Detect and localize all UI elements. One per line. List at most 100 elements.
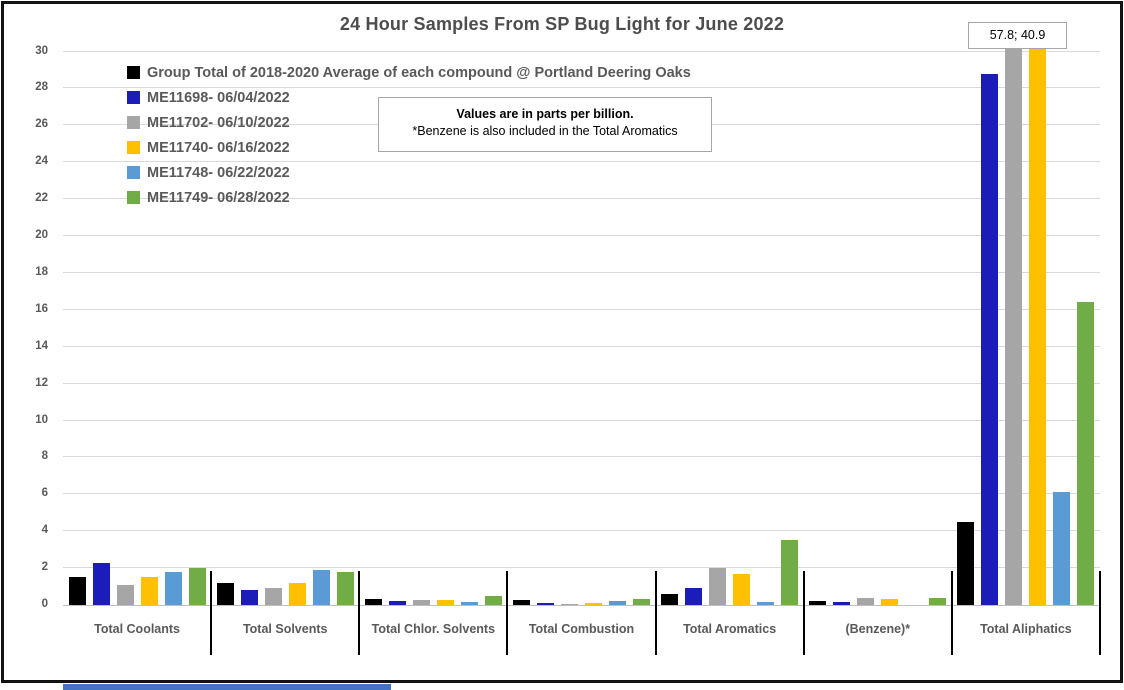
bar[interactable] bbox=[661, 594, 679, 605]
bar[interactable] bbox=[709, 568, 727, 605]
bar[interactable] bbox=[240, 590, 258, 605]
bar[interactable] bbox=[140, 577, 158, 605]
bar[interactable] bbox=[436, 600, 454, 605]
legend-label: ME11749- 06/28/2022 bbox=[147, 189, 290, 206]
legend-swatch-icon bbox=[127, 91, 140, 104]
gridline-18 bbox=[63, 271, 1100, 273]
legend-label: ME11702- 06/10/2022 bbox=[147, 114, 290, 131]
bar[interactable] bbox=[264, 588, 282, 605]
bar-group-5 bbox=[804, 44, 952, 605]
legend-item-2[interactable]: ME11702- 06/10/2022 bbox=[127, 110, 691, 135]
bar[interactable] bbox=[1029, 47, 1047, 605]
bar[interactable] bbox=[733, 574, 751, 605]
gridline-10 bbox=[63, 419, 1100, 421]
bar[interactable] bbox=[929, 598, 947, 605]
y-tick-label: 20 bbox=[35, 229, 48, 241]
bar[interactable] bbox=[781, 540, 799, 605]
bar[interactable] bbox=[512, 600, 530, 605]
gridline-22 bbox=[63, 198, 1100, 200]
bar[interactable] bbox=[460, 602, 478, 605]
y-tick-label: 16 bbox=[35, 302, 48, 315]
bottom-strip bbox=[63, 684, 391, 690]
bar[interactable] bbox=[484, 596, 502, 605]
gridline-6 bbox=[63, 493, 1100, 495]
x-axis-label-2: Total Chlor. Solvents bbox=[371, 622, 496, 636]
bar[interactable] bbox=[608, 601, 626, 605]
x-axis-label-0: Total Coolants bbox=[94, 622, 181, 636]
bar[interactable] bbox=[116, 585, 134, 605]
bar[interactable] bbox=[92, 563, 110, 605]
legend-item-5[interactable]: ME11749- 06/28/2022 bbox=[127, 185, 691, 210]
y-tick-label: 30 bbox=[35, 44, 48, 57]
category-separator bbox=[210, 571, 213, 655]
bar[interactable] bbox=[336, 572, 354, 605]
category-separator bbox=[1099, 571, 1101, 655]
bar[interactable] bbox=[857, 598, 875, 605]
bar[interactable] bbox=[216, 583, 234, 605]
y-tick-label: 4 bbox=[41, 524, 48, 537]
bar[interactable] bbox=[833, 602, 851, 605]
bar[interactable] bbox=[388, 601, 406, 605]
legend-label: ME11748- 06/22/2022 bbox=[147, 164, 290, 181]
bar[interactable] bbox=[1053, 492, 1071, 605]
category-separator bbox=[654, 571, 657, 655]
legend-label: ME11698- 06/04/2022 bbox=[147, 89, 290, 106]
legend-item-4[interactable]: ME11748- 06/22/2022 bbox=[127, 160, 691, 185]
chart-title: 24 Hour Samples From SP Bug Light for Ju… bbox=[339, 14, 785, 34]
gridline-4 bbox=[63, 530, 1100, 532]
legend-item-3[interactable]: ME11740- 06/16/2022 bbox=[127, 135, 691, 160]
gridline-12 bbox=[63, 382, 1100, 384]
legend: Group Total of 2018-2020 Average of each… bbox=[127, 60, 691, 210]
y-tick-label: 26 bbox=[35, 118, 48, 131]
gridline-20 bbox=[63, 235, 1100, 236]
bar[interactable] bbox=[632, 599, 650, 605]
bar[interactable] bbox=[312, 570, 330, 605]
gridline-28 bbox=[63, 87, 1100, 89]
bar[interactable] bbox=[560, 604, 578, 605]
bar[interactable] bbox=[412, 600, 430, 605]
x-axis-label-3: Total Combustion bbox=[528, 622, 635, 636]
bar[interactable] bbox=[757, 602, 775, 605]
bar[interactable] bbox=[809, 601, 827, 605]
y-tick-label: 14 bbox=[35, 339, 48, 352]
bar[interactable] bbox=[164, 572, 182, 605]
y-tick-label: 6 bbox=[41, 487, 48, 500]
bar[interactable] bbox=[1077, 302, 1095, 605]
plot-area bbox=[63, 44, 1100, 606]
x-axis-label-6: Total Aliphatics bbox=[980, 622, 1072, 636]
bar[interactable] bbox=[288, 583, 306, 605]
bar-group-0 bbox=[63, 44, 211, 605]
legend-swatch-icon bbox=[127, 166, 140, 179]
bar[interactable] bbox=[1005, 47, 1023, 605]
gridline-2 bbox=[63, 567, 1100, 569]
bar[interactable] bbox=[957, 522, 975, 605]
gridline-30 bbox=[63, 50, 1100, 52]
bar[interactable] bbox=[536, 603, 554, 605]
legend-swatch-icon bbox=[127, 116, 140, 129]
y-tick-label: 10 bbox=[35, 413, 48, 426]
legend-item-0[interactable]: Group Total of 2018-2020 Average of each… bbox=[127, 60, 691, 85]
gridline-16 bbox=[63, 308, 1100, 310]
bar[interactable] bbox=[584, 603, 602, 605]
x-axis-label-4: Total Aromatics bbox=[683, 622, 777, 636]
y-tick-label: 28 bbox=[35, 81, 48, 94]
legend-swatch-icon bbox=[127, 66, 140, 79]
y-tick-label: 24 bbox=[35, 155, 48, 168]
y-tick-label: 8 bbox=[41, 450, 48, 463]
bar-group-1 bbox=[211, 44, 359, 605]
note-line-benzene: *Benzene is also included in the Total A… bbox=[412, 124, 678, 138]
bar-group-3 bbox=[507, 44, 655, 605]
gridline-8 bbox=[63, 456, 1100, 458]
bar-group-4 bbox=[656, 44, 804, 605]
bar[interactable] bbox=[685, 588, 703, 605]
bar[interactable] bbox=[364, 599, 382, 605]
y-tick-label: 18 bbox=[35, 265, 48, 278]
y-tick-label: 0 bbox=[41, 598, 48, 610]
bar[interactable] bbox=[981, 74, 999, 605]
bar[interactable] bbox=[68, 577, 86, 605]
bar[interactable] bbox=[188, 568, 206, 605]
y-tick-label: 12 bbox=[35, 376, 48, 389]
legend-label: ME11740- 06/16/2022 bbox=[147, 139, 290, 156]
bar[interactable] bbox=[881, 599, 899, 605]
legend-item-1[interactable]: ME11698- 06/04/2022 bbox=[127, 85, 691, 110]
